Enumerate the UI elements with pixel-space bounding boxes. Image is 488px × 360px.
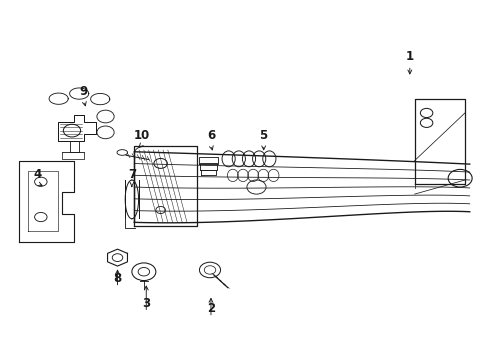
Text: 4: 4: [33, 168, 41, 181]
Text: 8: 8: [113, 272, 122, 285]
Text: 1: 1: [405, 50, 413, 63]
Text: 10: 10: [133, 129, 149, 143]
Text: 3: 3: [142, 297, 150, 310]
Text: 6: 6: [206, 129, 215, 143]
Text: 5: 5: [259, 129, 267, 143]
Text: 7: 7: [127, 168, 136, 181]
Text: 2: 2: [206, 302, 215, 315]
Text: 9: 9: [80, 85, 88, 98]
